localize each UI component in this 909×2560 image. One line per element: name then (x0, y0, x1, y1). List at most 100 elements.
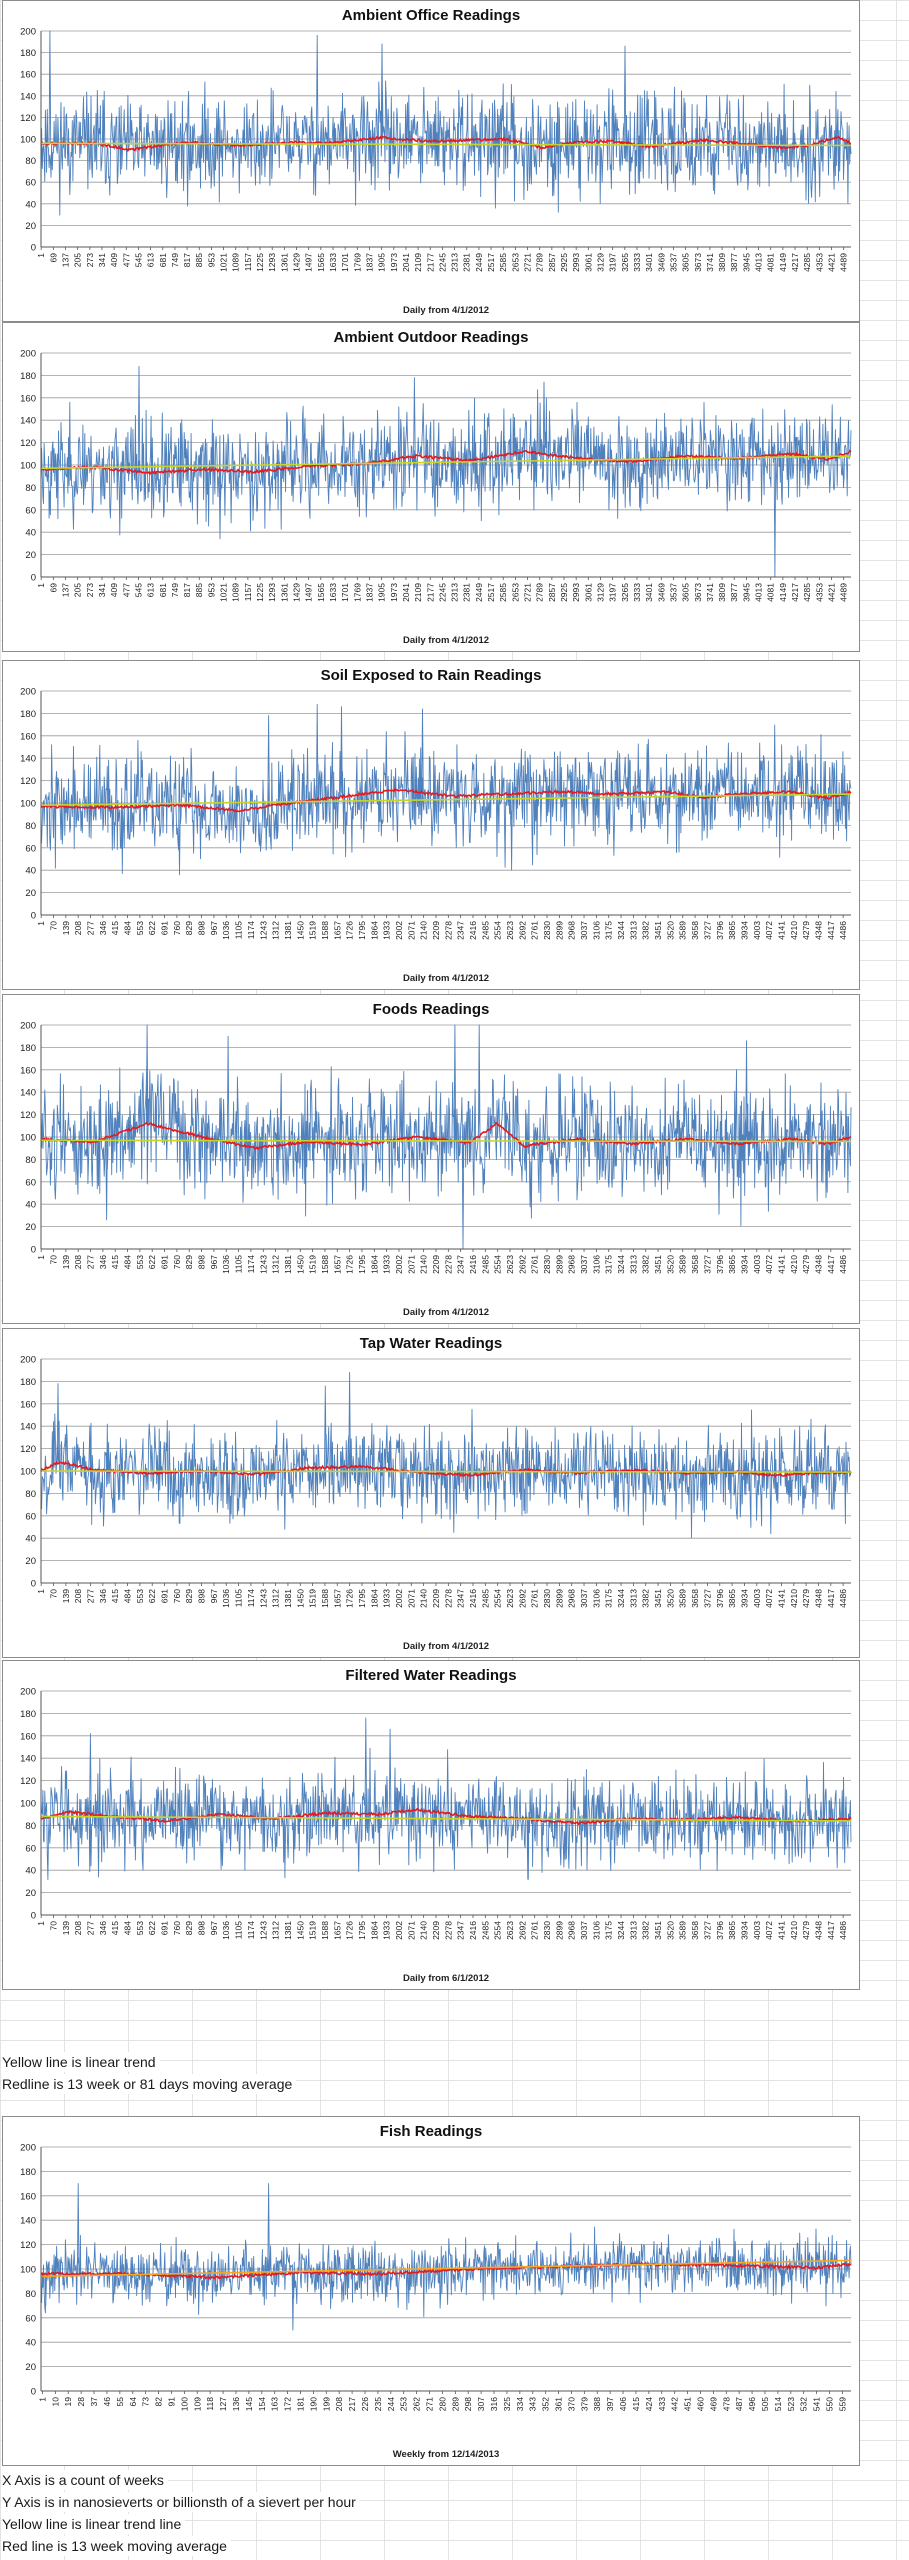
chart-title: Filtered Water Readings (345, 1667, 516, 1684)
x-tick-label: 2623 (505, 1255, 515, 1274)
x-tick-label: 4285 (802, 583, 812, 602)
x-tick-label: 1243 (258, 921, 268, 940)
note-daily-moving-average: Redline is 13 week or 81 days moving ave… (2, 2074, 297, 2094)
chart-fish: Fish Readings 0 20 40 60 80 100 120 140 160 180 200… (2, 2116, 860, 2466)
x-tick-label: 1036 (221, 921, 231, 940)
x-tick-label: 137 (60, 253, 70, 267)
x-tick-label: 69 (48, 583, 58, 593)
y-tick-label: 140 (20, 2216, 36, 2227)
x-tick-label: 1837 (364, 583, 374, 602)
x-tick-label: 817 (182, 253, 192, 267)
x-tick-label: 2789 (535, 583, 545, 602)
y-tick-label: 100 (20, 1799, 36, 1810)
x-tick-label: 691 (160, 1255, 170, 1269)
x-tick-label: 3265 (620, 583, 630, 602)
chart-title: Soil Exposed to Rain Readings (321, 667, 542, 684)
x-tick-label: 3796 (715, 921, 725, 940)
x-tick-label: 2993 (571, 583, 581, 602)
x-tick-label: 1429 (292, 583, 302, 602)
x-tick-label: 622 (147, 1255, 157, 1269)
note-daily-trend: Yellow line is linear trend (2, 2052, 160, 2072)
readings-series-line (40, 2183, 852, 2331)
x-tick-label: 2278 (443, 1255, 453, 1274)
x-tick-label: 3605 (681, 253, 691, 272)
y-tick-label: 140 (20, 1754, 36, 1765)
x-axis-label: Daily from 4/1/2012 (403, 1641, 489, 1652)
x-tick-label: 1933 (382, 1589, 392, 1608)
x-tick-label: 691 (160, 1921, 170, 1935)
x-tick-label: 346 (98, 1589, 108, 1603)
x-tick-label: 1588 (320, 1921, 330, 1940)
x-tick-label: 2968 (567, 1589, 577, 1608)
x-tick-label: 1361 (279, 583, 289, 602)
x-tick-label: 4486 (838, 921, 848, 940)
x-tick-label: 545 (133, 583, 143, 597)
x-tick-label: 3244 (616, 921, 626, 940)
y-tick-label: 80 (25, 1155, 36, 1166)
y-tick-label: 200 (20, 1021, 36, 1032)
x-tick-label: 885 (194, 583, 204, 597)
x-tick-label: 953 (206, 583, 216, 597)
y-tick-label: 20 (25, 1222, 36, 1233)
x-tick-label: 1657 (332, 1589, 342, 1608)
x-tick-label: 3197 (608, 583, 618, 602)
x-tick-label: 3401 (644, 583, 654, 602)
x-tick-label: 1657 (332, 921, 342, 940)
x-tick-label: 73 (141, 2397, 151, 2407)
x-tick-label: 1973 (389, 253, 399, 272)
y-tick-label: 180 (20, 1709, 36, 1720)
x-tick-label: 1381 (283, 1589, 293, 1608)
x-tick-label: 3520 (665, 921, 675, 940)
x-tick-label: 2416 (468, 1921, 478, 1940)
x-tick-label: 2347 (456, 921, 466, 940)
x-tick-label: 2899 (554, 1589, 564, 1608)
x-tick-label: 346 (98, 921, 108, 935)
x-tick-label: 3934 (739, 921, 749, 940)
y-tick-label: 120 (20, 113, 36, 124)
x-tick-label: 3061 (583, 253, 593, 272)
y-tick-label: 100 (20, 461, 36, 472)
x-tick-label: 28 (76, 2397, 86, 2407)
x-tick-label: 2968 (567, 1255, 577, 1274)
x-tick-label: 226 (360, 2397, 370, 2411)
x-tick-label: 484 (123, 1921, 133, 1935)
y-tick-label: 80 (25, 483, 36, 494)
x-tick-label: 2899 (554, 1255, 564, 1274)
y-tick-label: 20 (25, 221, 36, 232)
x-tick-label: 4417 (826, 1589, 836, 1608)
x-tick-label: 280 (437, 2397, 447, 2411)
x-tick-label: 346 (98, 1921, 108, 1935)
linear-trend-line (42, 2259, 852, 2278)
x-tick-label: 4417 (826, 1255, 836, 1274)
x-tick-label: 550 (824, 2397, 834, 2411)
x-tick-label: 760 (172, 1589, 182, 1603)
x-tick-label: 3537 (668, 253, 678, 272)
x-tick-label: 2925 (559, 253, 569, 272)
x-tick-label: 1293 (267, 253, 277, 272)
x-tick-label: 622 (147, 1921, 157, 1935)
x-tick-label: 4285 (802, 253, 812, 272)
x-tick-label: 553 (135, 1589, 145, 1603)
x-tick-label: 3796 (715, 1921, 725, 1940)
x-tick-label: 681 (158, 253, 168, 267)
x-tick-label: 505 (760, 2397, 770, 2411)
linear-trend-line (41, 1815, 852, 1822)
x-tick-label: 1864 (369, 1921, 379, 1940)
x-tick-label: 2653 (510, 253, 520, 272)
x-tick-label: 553 (135, 1921, 145, 1935)
x-tick-label: 3741 (705, 583, 715, 602)
x-tick-label: 406 (618, 2397, 628, 2411)
x-tick-label: 3061 (583, 583, 593, 602)
x-tick-label: 4149 (778, 253, 788, 272)
x-tick-label: 37 (89, 2397, 99, 2407)
x-tick-label: 341 (97, 583, 107, 597)
x-tick-label: 4081 (766, 253, 776, 272)
x-tick-label: 885 (194, 253, 204, 267)
x-tick-label: 172 (283, 2397, 293, 2411)
x-tick-label: 1312 (271, 921, 281, 940)
y-tick-label: 80 (25, 156, 36, 167)
y-tick-label: 60 (25, 505, 36, 516)
chart-svg: Fish Readings 0 20 40 60 80 100 120 140 160 180 200… (20, 2123, 852, 2460)
x-tick-label: 3589 (678, 921, 688, 940)
y-tick-label: 120 (20, 776, 36, 787)
